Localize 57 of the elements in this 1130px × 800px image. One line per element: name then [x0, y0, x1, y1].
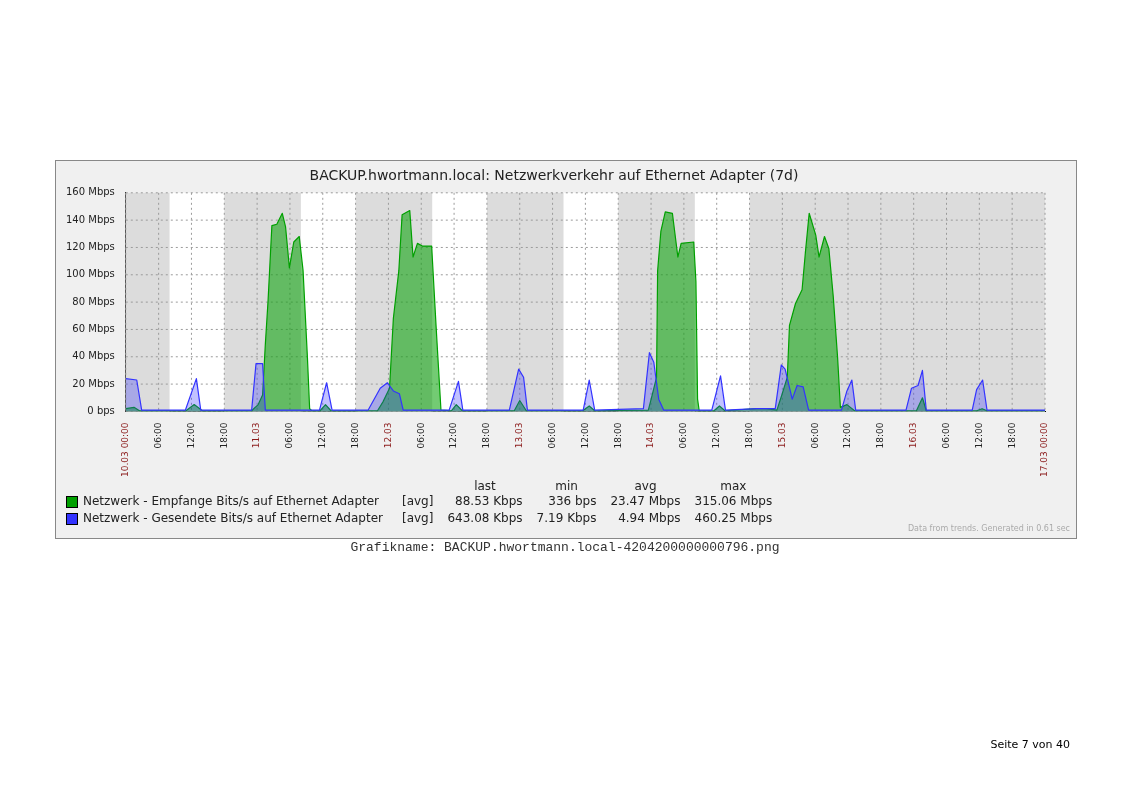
x-tick-label: 10.03 00:00: [120, 422, 131, 477]
x-tick-label: 18:00: [349, 422, 360, 449]
legend-label: Netzwerk - Empfange Bits/s auf Ethernet Adapter: [82, 493, 381, 510]
x-tick-label: 11.03: [251, 422, 262, 449]
text: max: [719, 479, 748, 493]
chart-title: BACKUP.hwortmann.local: Netzwerkverkehr auf Ethernet Adapter (7d): [309, 167, 799, 184]
x-tick-label: 06:00: [678, 422, 689, 449]
legend-label: Netzwerk - Gesendete Bits/s auf Ethernet Adapter: [82, 510, 384, 527]
x-tick-label: 18:00: [218, 422, 229, 449]
x-tick-label: 12:00: [448, 422, 459, 449]
text: avg: [633, 479, 658, 493]
x-tick-label: 12.03: [382, 422, 393, 449]
x-tick-label: 14.03: [645, 422, 656, 449]
x-tick-label: 13.03: [514, 422, 525, 449]
x-tick-label: 12:00: [973, 422, 984, 449]
x-tick-label: 18:00: [1006, 422, 1017, 449]
x-tick-label: 18:00: [481, 422, 492, 449]
y-tick-label: 140 Mbps: [65, 213, 115, 225]
x-tick-label: 06:00: [152, 422, 163, 449]
text: [avg]: [401, 510, 434, 527]
text: last: [473, 479, 497, 493]
y-tick-label: 40 Mbps: [72, 350, 115, 362]
x-tick-label: 15.03: [776, 422, 787, 449]
text: 315.06 Mbps: [693, 493, 773, 510]
x-tick-label: 06:00: [415, 422, 426, 449]
x-tick-label: 18:00: [743, 422, 754, 449]
y-tick-label: 100 Mbps: [65, 268, 115, 280]
x-tick-label: 06:00: [940, 422, 951, 449]
x-tick-label: 12:00: [711, 422, 722, 449]
x-tick-label: 12:00: [842, 422, 853, 449]
text: [avg]: [401, 493, 434, 510]
x-tick-label: 18:00: [612, 422, 623, 449]
y-tick-label: 80 Mbps: [72, 295, 115, 307]
text: Grafikname: BACKUP.hwortmann.local-4204200000000796.png: [349, 540, 781, 555]
x-tick-label: 06:00: [284, 422, 295, 449]
text: 88.53 Kbps: [454, 493, 523, 510]
y-tick-label: 160 Mbps: [65, 186, 115, 198]
text: 460.25 Mbps: [693, 510, 773, 527]
y-tick-label: 20 Mbps: [72, 377, 115, 389]
y-tick-label: 120 Mbps: [65, 241, 115, 253]
text: 23.47 Mbps: [609, 493, 681, 510]
text: 7.19 Kbps: [535, 510, 597, 527]
x-tick-label: 12:00: [579, 422, 590, 449]
text: Seite 7 von 40: [990, 738, 1070, 751]
x-tick-label: 18:00: [875, 422, 886, 449]
text: 4.94 Mbps: [617, 510, 681, 527]
text: 643.08 Kbps: [446, 510, 523, 527]
x-tick-label: 06:00: [809, 422, 820, 449]
x-tick-label: 12:00: [317, 422, 328, 449]
text: 336 bps: [547, 493, 597, 510]
x-tick-label: 06:00: [546, 422, 557, 449]
x-tick-label: 17.03 00:00: [1039, 422, 1050, 477]
text: min: [554, 479, 579, 493]
y-tick-label: 0 bps: [87, 405, 115, 417]
x-tick-label: 12:00: [185, 422, 196, 449]
x-tick-label: 16.03: [908, 422, 919, 449]
y-tick-label: 60 Mbps: [72, 323, 115, 335]
